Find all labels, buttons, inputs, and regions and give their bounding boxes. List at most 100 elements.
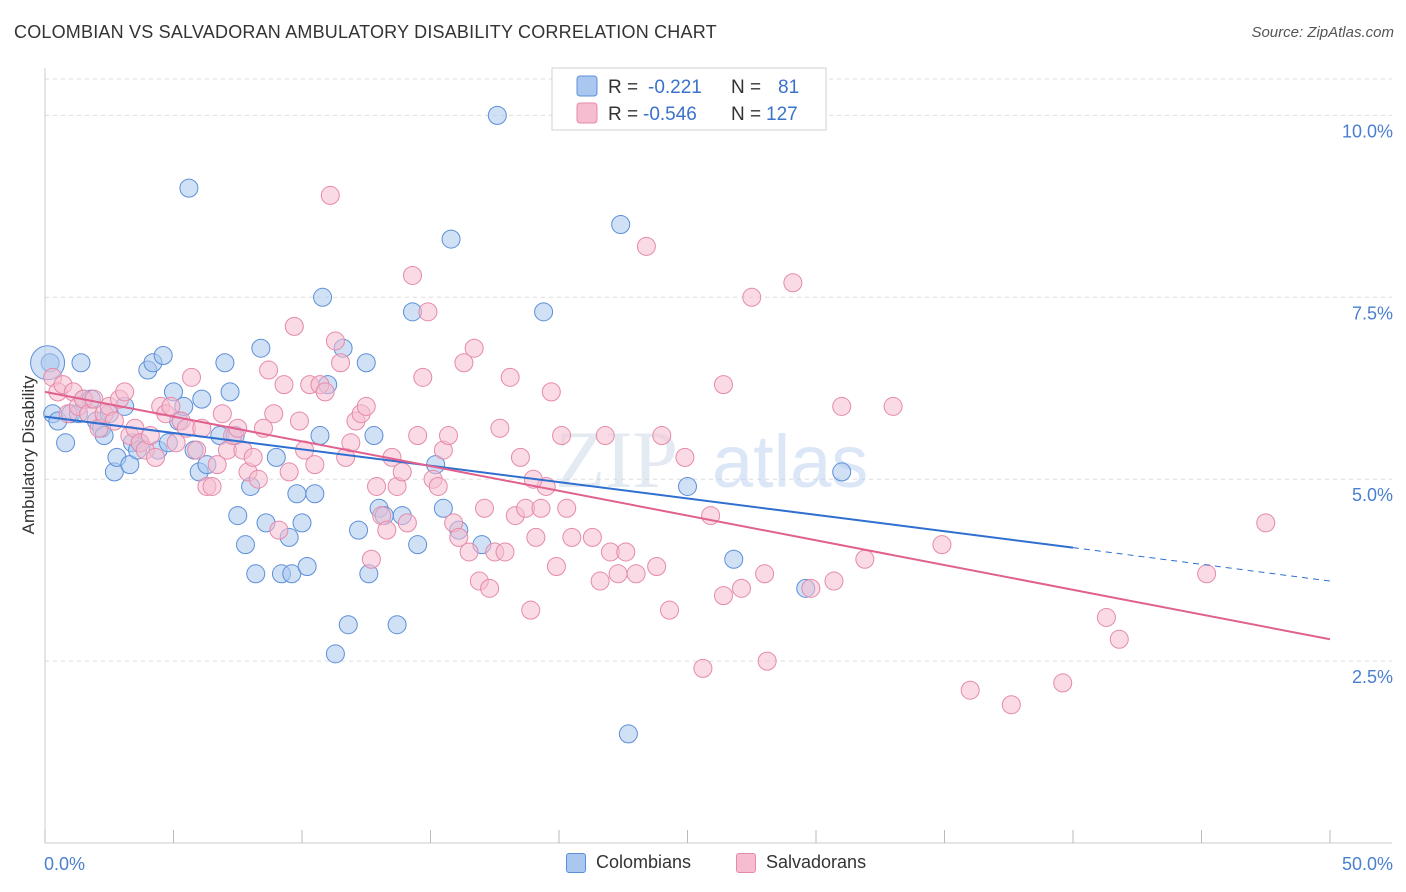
point-colombians — [215, 353, 235, 373]
point-colombians — [832, 462, 852, 482]
point-salvadorans — [1109, 629, 1129, 649]
legend-n-value-1: 127 — [766, 104, 798, 125]
point-salvadorans — [284, 316, 304, 336]
point-salvadorans — [647, 557, 667, 577]
point-colombians — [338, 615, 358, 635]
point-colombians — [266, 447, 286, 467]
legend-r-value-0: -0.221 — [648, 77, 702, 98]
data-points — [30, 105, 1276, 744]
point-colombians — [251, 338, 271, 358]
point-salvadorans — [552, 426, 572, 446]
point-salvadorans — [438, 426, 458, 446]
point-salvadorans — [397, 513, 417, 533]
point-salvadorans — [212, 404, 232, 424]
point-salvadorans — [289, 411, 309, 431]
point-salvadorans — [693, 658, 713, 678]
point-salvadorans — [259, 360, 279, 380]
point-salvadorans — [181, 367, 201, 387]
point-salvadorans — [824, 571, 844, 591]
point-colombians — [235, 535, 255, 555]
point-salvadorans — [449, 527, 469, 547]
point-salvadorans — [480, 578, 500, 598]
point-salvadorans — [264, 404, 284, 424]
point-salvadorans — [510, 447, 530, 467]
point-salvadorans — [146, 447, 166, 467]
point-salvadorans — [187, 440, 207, 460]
legend-r-label-1: R = — [608, 104, 638, 125]
source-label: Source: ZipAtlas.com — [1251, 24, 1394, 41]
point-colombians — [534, 302, 554, 322]
point-salvadorans — [855, 549, 875, 569]
point-colombians — [724, 549, 744, 569]
point-salvadorans — [557, 498, 577, 518]
legend-label-colombians: Colombians — [596, 852, 692, 872]
x-tick-label-1: 50.0% — [1342, 854, 1393, 874]
legend-n-value-0: 81 — [778, 77, 799, 98]
y-tick-label-2: 7.5% — [1352, 303, 1393, 323]
point-salvadorans — [1096, 607, 1116, 627]
point-salvadorans — [521, 600, 541, 620]
legend-item-colombians[interactable]: Colombians — [566, 852, 691, 873]
point-salvadorans — [1001, 695, 1021, 715]
legend-item-salvadorans[interactable]: Salvadorans — [736, 852, 866, 873]
point-salvadorans — [403, 265, 423, 285]
y-tick-label-1: 5.0% — [1352, 485, 1393, 505]
point-colombians — [179, 178, 199, 198]
point-salvadorans — [418, 302, 438, 322]
point-salvadorans — [248, 469, 268, 489]
point-colombians — [611, 215, 631, 235]
point-salvadorans — [526, 527, 546, 547]
point-salvadorans — [495, 542, 515, 562]
point-colombians — [433, 498, 453, 518]
point-salvadorans — [713, 586, 733, 606]
salvadorans-swatch — [736, 852, 756, 873]
point-salvadorans — [115, 382, 135, 402]
series-salvadorans — [43, 185, 1276, 715]
point-salvadorans — [377, 520, 397, 540]
point-salvadorans — [202, 476, 222, 496]
point-salvadorans — [274, 375, 294, 395]
y-tick-label-3: 10.0% — [1342, 121, 1393, 141]
point-colombians — [487, 105, 507, 125]
point-salvadorans — [490, 418, 510, 438]
point-salvadorans — [608, 564, 628, 584]
point-salvadorans — [616, 542, 636, 562]
point-salvadorans — [207, 455, 227, 475]
point-salvadorans — [454, 353, 474, 373]
point-colombians — [678, 476, 697, 496]
point-colombians — [287, 484, 307, 504]
point-colombians — [408, 535, 428, 555]
point-colombians — [325, 644, 345, 664]
x-tick-label-0: 0.0% — [44, 854, 85, 874]
point-salvadorans — [428, 476, 448, 496]
point-colombians — [313, 287, 333, 307]
legend-box: R = -0.221 N = 81 R = -0.546 N = 127 — [551, 67, 827, 131]
point-salvadorans — [413, 367, 433, 387]
point-salvadorans — [626, 564, 646, 584]
point-colombians — [153, 345, 173, 365]
watermark-atlas: atlas — [712, 420, 868, 503]
point-salvadorans — [832, 396, 852, 416]
trend-line-salvadorans — [44, 390, 1331, 641]
point-salvadorans — [320, 185, 340, 205]
point-colombians — [349, 520, 369, 540]
point-salvadorans — [590, 571, 610, 591]
y-tick-label-0: 2.5% — [1352, 667, 1393, 687]
point-salvadorans — [1256, 513, 1276, 533]
point-salvadorans — [883, 396, 903, 416]
point-salvadorans — [104, 411, 124, 431]
trend-line-colombians — [44, 415, 1074, 549]
point-salvadorans — [361, 549, 381, 569]
point-salvadorans — [474, 498, 494, 518]
point-salvadorans — [652, 426, 672, 446]
point-salvadorans — [801, 578, 821, 598]
point-salvadorans — [636, 236, 656, 256]
point-salvadorans — [305, 455, 325, 475]
point-salvadorans — [742, 287, 762, 307]
legend-r-label-0: R = — [608, 77, 638, 98]
point-colombians — [192, 389, 212, 409]
point-salvadorans — [546, 557, 566, 577]
point-salvadorans — [367, 476, 387, 496]
point-colombians — [297, 557, 317, 577]
